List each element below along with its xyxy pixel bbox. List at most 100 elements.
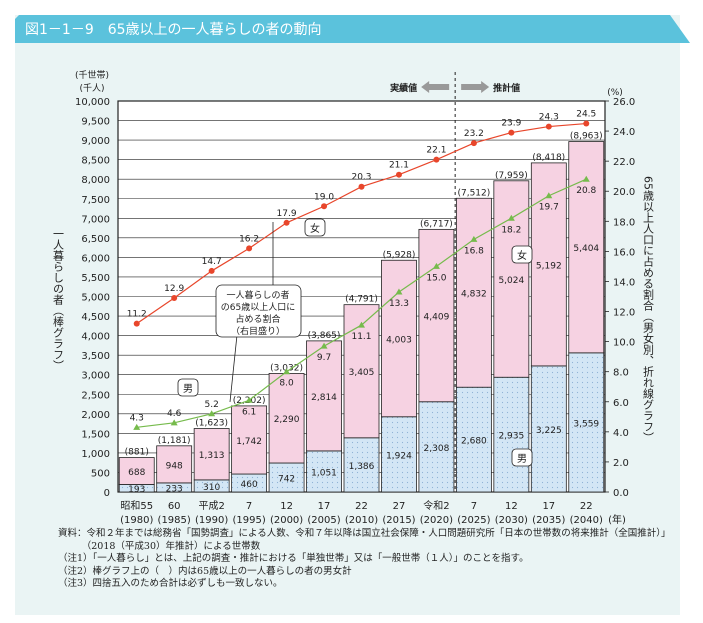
x-tick-year: (1995) [232, 515, 265, 526]
left-tick-label: 10,000 [75, 97, 110, 108]
note-2: （注2）棒グラフ上の（ ）内は65歳以上の一人暮らしの者の男女計 [58, 565, 352, 577]
line-male-label: 15.0 [426, 273, 446, 283]
line-female-label: 20.3 [351, 173, 371, 183]
projected-label: 推計値 [493, 82, 520, 94]
bar-total-label: (4,791) [345, 295, 378, 305]
line-female-label: 12.9 [164, 284, 184, 294]
point-male [283, 368, 291, 375]
x-tick-year: (2025) [457, 515, 490, 526]
point-female [171, 295, 178, 302]
x-tick-year: (1985) [158, 515, 191, 526]
x-tick-year: (2020) [420, 515, 453, 526]
point-male [470, 235, 478, 242]
point-female [395, 171, 402, 178]
bar-total-label: (7,512) [457, 188, 490, 198]
right-tick-label: 6.0 [613, 398, 629, 409]
left-tick-label: 2,500 [81, 390, 110, 401]
notes: 資料：令和２年までは総務省「国勢調査」による人数、令和７年以降は国立社会保障・人… [58, 528, 670, 591]
bar-female-label: 5,024 [498, 276, 524, 286]
left-tick-label: 8,000 [81, 175, 110, 186]
point-female [508, 129, 515, 136]
right-tick-label: 18.0 [613, 217, 635, 228]
x-tick-year: (2030) [495, 515, 528, 526]
point-male [320, 342, 328, 349]
point-female [246, 245, 253, 252]
left-tick-label: 0 [104, 488, 110, 499]
x-tick-era: 22 [355, 501, 368, 512]
x-tick-year: (2005) [307, 515, 340, 526]
bar-total-label: (1,181) [158, 436, 191, 446]
x-tick-era: 7 [246, 501, 252, 512]
arrow-left-icon [421, 81, 450, 93]
arrow-right-icon [461, 81, 490, 93]
bar-male-label: 2,308 [424, 444, 450, 454]
right-tick-label: 4.0 [613, 428, 629, 439]
x-tick-era: 令和2 [423, 499, 449, 512]
callout-pointer [229, 334, 238, 403]
left-tick-label: 7,000 [81, 214, 110, 225]
right-tick-label: 8.0 [613, 368, 629, 379]
line-female-label: 24.3 [539, 113, 559, 123]
point-male [582, 175, 590, 182]
bar-male [418, 401, 455, 493]
line-male-label: 9.7 [317, 353, 331, 363]
series-label-female: 女 [517, 249, 527, 262]
actual-label: 実績値 [390, 82, 417, 94]
note-source-cont: （2018（平成30）年推計）による世帯数 [58, 540, 261, 552]
right-axis-title: 65歳以上人口に占める割合（男女別、折れ線グラフ） [642, 176, 655, 443]
bar-male [530, 365, 567, 493]
left-tick-label: 9,500 [81, 117, 110, 128]
bar-male-label: 310 [203, 483, 220, 493]
point-male [133, 423, 141, 430]
x-tick-year: (2010) [345, 515, 378, 526]
left-tick-label: 500 [91, 468, 110, 479]
right-tick-label: 12.0 [613, 308, 635, 319]
right-tick-label: 24.0 [613, 127, 635, 138]
bar-total-label: (3,865) [308, 331, 341, 341]
point-male [170, 419, 178, 426]
left-tick-label: 6,500 [81, 234, 110, 245]
bar-female [455, 197, 492, 388]
line-female-label: 19.0 [314, 192, 334, 202]
point-female [433, 156, 440, 163]
x-tick-era: 17 [542, 501, 555, 512]
point-male [395, 288, 403, 295]
bar-male-label: 1,386 [349, 462, 375, 472]
line-male-label: 18.2 [501, 225, 521, 235]
bar-female [156, 445, 193, 484]
x-tick-year: (1980) [120, 515, 153, 526]
x-unit: (年) [608, 513, 626, 526]
bar-female-label: 1,742 [236, 437, 262, 447]
bar-total-label: (881) [125, 448, 149, 458]
line-male-label: 8.0 [279, 379, 294, 389]
series-label-box [511, 245, 533, 264]
bar-female [193, 428, 230, 481]
point-male [432, 262, 440, 269]
line-female-label: 17.9 [277, 209, 297, 219]
series-label-male: 男 [517, 453, 527, 465]
right-tick-label: 26.0 [613, 97, 635, 108]
x-tick-year: (2015) [382, 515, 415, 526]
right-axis-unit: (%) [607, 88, 623, 98]
right-tick-label: 0.0 [613, 488, 629, 499]
bar-male-label: 193 [128, 485, 145, 495]
note-3: （注3）四捨五入のため合計は必ずしも一致しない。 [58, 578, 283, 589]
bar-total-label: (7,959) [495, 171, 528, 181]
right-tick-label: 2.0 [613, 458, 629, 469]
left-tick-label: 3,500 [81, 351, 110, 362]
bar-male-label: 2,935 [498, 432, 524, 442]
bar-total-label: (5,928) [383, 250, 416, 260]
bar-total-label: (6,717) [420, 219, 453, 229]
left-tick-label: 2,000 [81, 410, 110, 421]
series-label-box [177, 378, 199, 397]
point-female [283, 219, 290, 226]
line-female-label: 21.1 [389, 161, 409, 171]
line-male-label: 19.7 [539, 203, 559, 213]
x-tick-era: 7 [471, 501, 477, 512]
line-male-label: 5.2 [204, 400, 218, 410]
right-tick-label: 22.0 [613, 157, 635, 168]
callout-text: 占める割合 [235, 313, 280, 325]
bar-female-label: 5,404 [573, 244, 599, 254]
bar-female [381, 259, 417, 418]
note-1: （注1）「一人暮らし」とは、上記の調査・推計における「単独世帯」又は「一般世帯（… [58, 553, 529, 564]
